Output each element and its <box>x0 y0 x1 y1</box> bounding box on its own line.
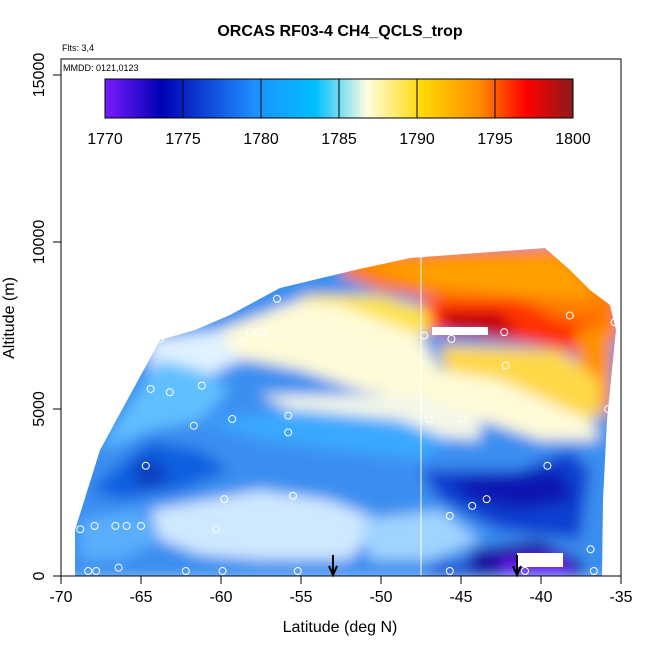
sample-point <box>114 563 123 572</box>
sample-point <box>589 566 598 575</box>
sample-point <box>245 328 254 337</box>
sample-point <box>111 521 120 530</box>
sample-point <box>447 334 456 343</box>
y-tick-label: 10000 <box>31 220 48 265</box>
colorbar-tick-label: 1775 <box>165 131 201 148</box>
arrows <box>328 555 522 578</box>
sample-point <box>141 461 150 470</box>
x-tick-label: -45 <box>449 589 472 606</box>
sample-point <box>137 521 145 530</box>
x-tick-label: -35 <box>609 589 632 606</box>
sample-point <box>500 328 509 337</box>
sample-point <box>445 566 454 575</box>
sample-point <box>181 566 190 575</box>
sample-point <box>284 428 293 437</box>
data-gap <box>517 553 563 567</box>
sample-point <box>501 361 510 370</box>
chart-title: ORCAS RF03-4 CH4_QCLS_trop <box>217 23 463 40</box>
heatmap-field <box>75 248 616 576</box>
x-axis: -70 -65 -60 -55 -50 -45 -40 -35 <box>49 576 633 606</box>
sample-point <box>84 566 93 575</box>
colorbar-ticks: 1770 1775 1780 1785 1790 1795 1800 <box>87 79 591 148</box>
sample-point <box>239 338 248 347</box>
sample-point <box>92 566 101 575</box>
sample-point <box>445 511 454 520</box>
data-gap <box>432 327 488 335</box>
sample-point <box>425 415 433 424</box>
sample-point <box>260 328 269 337</box>
colorbar-tick-label: 1795 <box>477 131 513 148</box>
sample-point <box>289 491 297 500</box>
sample-point <box>468 501 477 510</box>
sample-point <box>165 388 174 397</box>
sample-point <box>604 405 613 413</box>
sample-point <box>273 294 281 303</box>
y-tick-label: 0 <box>31 571 48 580</box>
sample-point <box>284 411 293 420</box>
sample-point <box>610 318 619 327</box>
sample-point <box>458 415 467 424</box>
y-tick-label: 5000 <box>31 391 48 427</box>
sample-point <box>565 311 574 320</box>
x-tick-label: -50 <box>369 589 392 606</box>
sample-point <box>189 421 198 430</box>
colorbar-tick-label: 1790 <box>399 131 435 148</box>
flights-note: Flts: 3,4 <box>62 43 94 53</box>
x-tick-label: -60 <box>209 589 232 606</box>
x-tick-label: -55 <box>289 589 312 606</box>
y-tick-label: 15000 <box>31 53 48 98</box>
sample-point <box>482 495 491 504</box>
dates-note: MMDD: 0121,0123 <box>63 63 139 73</box>
colorbar-tick-label: 1785 <box>321 131 357 148</box>
sample-point <box>293 566 302 575</box>
sample-point <box>220 495 229 504</box>
colorbar-tick-label: 1770 <box>87 131 123 148</box>
plot-frame <box>60 58 622 577</box>
sample-points <box>76 248 619 575</box>
sample-point <box>276 331 285 340</box>
sample-point <box>146 384 155 393</box>
sample-point <box>122 521 131 530</box>
sample-point <box>586 545 595 554</box>
colorbar-tick-label: 1800 <box>555 131 591 148</box>
y-axis: 0 5000 10000 15000 <box>31 53 61 580</box>
colorbar-tick-label: 1780 <box>243 131 279 148</box>
sample-point <box>253 328 262 337</box>
sample-point <box>543 461 552 470</box>
x-axis-label: Latitude (deg N) <box>283 619 398 636</box>
sample-point <box>228 415 237 424</box>
x-tick-label: -65 <box>129 589 152 606</box>
sample-point <box>76 525 85 534</box>
sample-point <box>521 566 529 575</box>
sample-point <box>218 566 227 575</box>
sample-point <box>212 525 221 534</box>
sample-point <box>156 334 165 343</box>
x-tick-label: -70 <box>49 589 72 606</box>
sample-point <box>197 381 206 390</box>
x-tick-label: -40 <box>529 589 552 606</box>
sample-point <box>420 331 429 340</box>
arrow-head <box>328 565 338 578</box>
sample-point <box>90 521 99 530</box>
arrow-head <box>512 565 522 578</box>
sample-point <box>407 248 416 257</box>
y-axis-label: Altitude (m) <box>1 277 18 359</box>
